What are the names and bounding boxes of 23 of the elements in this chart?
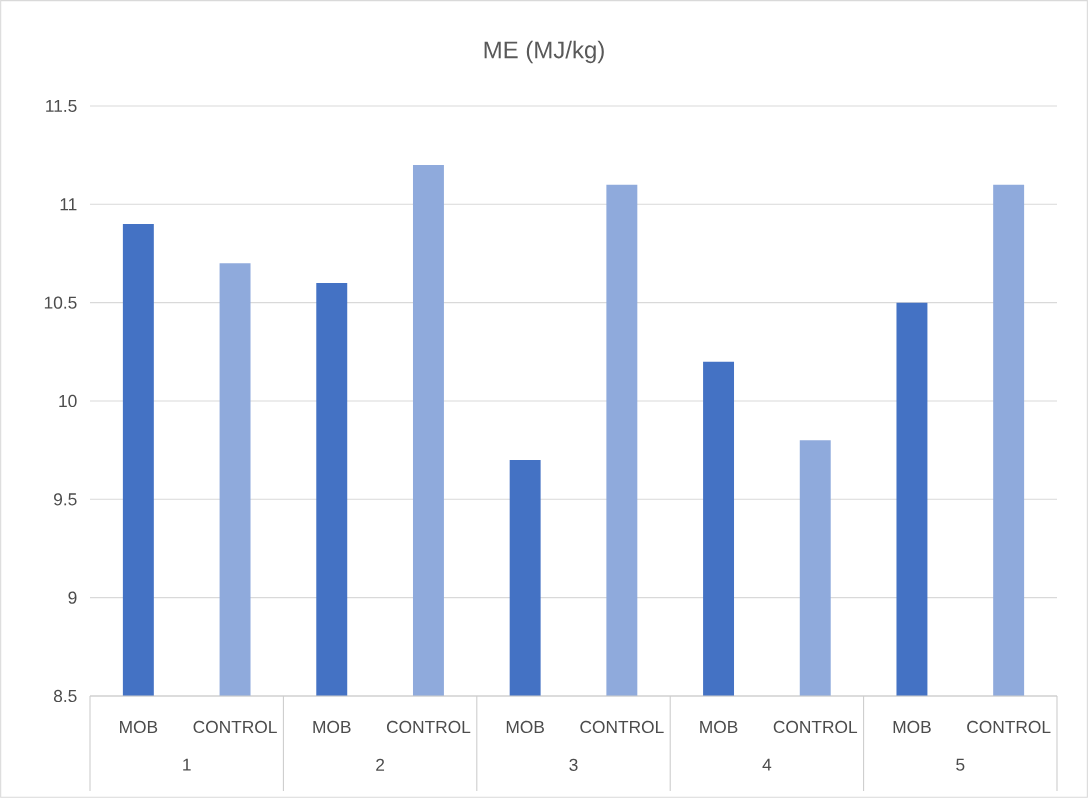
text: MOB	[313, 720, 351, 734]
x-tick-label: 2	[376, 758, 385, 771]
y-tick-label: 10	[59, 394, 77, 408]
text: CONTROL	[580, 720, 664, 734]
y-tick-label: 9	[68, 591, 77, 604]
text: CONTROL	[773, 720, 858, 734]
y-tick-label: 9.5	[54, 493, 77, 506]
series-label: CONTROL	[193, 720, 277, 734]
text: CONTROL	[386, 720, 471, 734]
y-tick-label: 11.5	[46, 99, 77, 113]
y-tick-label: 10.5	[44, 296, 77, 309]
y-tick-label: 8.5	[53, 689, 77, 703]
series-label: MOB	[120, 720, 158, 734]
text: MOB	[506, 720, 544, 734]
text: MOB	[700, 720, 738, 734]
text: CONTROL	[967, 720, 1051, 734]
y-tick-label: 11	[60, 198, 77, 211]
x-tick-label: 3	[569, 758, 578, 771]
x-tick-label: 1	[183, 758, 191, 771]
x-tick-label: 5	[956, 758, 965, 771]
chart-title: ME (MJ/kg)	[484, 40, 604, 64]
text: MOB	[893, 720, 931, 734]
x-tick-label: 4	[762, 758, 772, 771]
